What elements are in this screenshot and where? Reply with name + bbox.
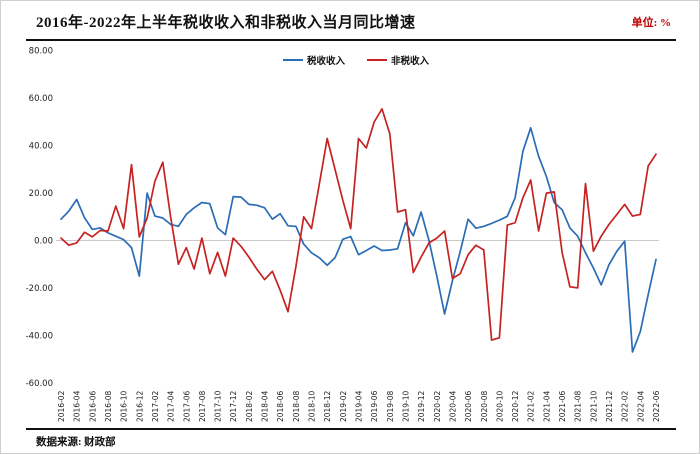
x-axis-tick-label: 2016-06 [88, 390, 97, 422]
x-axis-tick-label: 2019-10 [401, 390, 410, 422]
y-axis-tick-label: 20.00 [29, 189, 53, 199]
page-title: 2016年-2022年上半年税收收入和非税收入当月同比增速 [36, 15, 416, 31]
x-axis-tick-label: 2017-04 [167, 390, 176, 422]
x-axis-tick-label: 2020-06 [464, 390, 473, 422]
nontax-revenue-line-swatch [367, 59, 387, 61]
x-axis-tick-label: 2021-08 [574, 390, 583, 422]
x-axis-tick-label: 2016-08 [104, 390, 113, 422]
title-bar: 2016年-2022年上半年税收收入和非税收入当月同比增速 单位: % [1, 1, 699, 39]
x-axis-tick-label: 2017-12 [229, 390, 238, 422]
y-axis-tick-label: 0.00 [34, 237, 53, 247]
x-axis-tick-label: 2020-12 [511, 390, 520, 422]
unit-label: 单位: % [631, 17, 671, 29]
x-axis-tick-label: 2020-08 [480, 390, 489, 422]
x-axis-tick-label: 2017-08 [198, 390, 207, 422]
y-axis-tick-label: -60.00 [26, 379, 53, 389]
x-axis-tick-label: 2021-02 [527, 390, 536, 422]
x-axis-tick-label: 2021-06 [558, 390, 567, 422]
title-divider [26, 39, 676, 41]
x-axis-tick-label: 2017-10 [214, 390, 223, 422]
x-axis-tick-label: 2018-06 [276, 390, 285, 422]
x-axis-tick-label: 2020-04 [448, 390, 457, 422]
x-axis-tick-label: 2016-10 [120, 390, 129, 422]
x-axis-tick-label: 2019-04 [355, 390, 364, 422]
y-axis-tick-label: 80.00 [29, 47, 53, 57]
x-axis-tick-label: 2022-06 [652, 390, 661, 422]
x-axis-tick-label: 2019-02 [339, 390, 348, 422]
y-axis-tick-label: 40.00 [29, 142, 53, 152]
y-axis-tick-label: -20.00 [26, 284, 53, 294]
y-axis-tick-label: -40.00 [26, 331, 53, 341]
chart-legend: 税收收入 非税收入 [56, 53, 656, 67]
y-axis-tick-label: 60.00 [29, 94, 53, 104]
x-axis-tick-label: 2021-10 [589, 390, 598, 422]
x-axis-tick-label: 2017-06 [182, 390, 191, 422]
x-axis-tick-label: 2022-02 [621, 390, 630, 422]
x-axis-tick-label: 2017-02 [151, 390, 160, 422]
x-axis-tick-label: 2021-04 [542, 390, 551, 422]
x-axis-tick-label: 2020-10 [495, 390, 504, 422]
footer-divider [26, 428, 676, 430]
nontax-revenue-line [60, 108, 657, 341]
x-axis-tick-label: 2018-02 [245, 390, 254, 422]
x-axis-tick-label: 2018-04 [261, 390, 270, 422]
x-axis-tick-label: 2021-12 [605, 390, 614, 422]
x-axis-tick-label: 2019-12 [417, 390, 426, 422]
x-axis-tick-label: 2020-02 [433, 390, 442, 422]
x-axis-tick-label: 2018-08 [292, 390, 301, 422]
x-axis-tick-label: 2016-04 [73, 390, 82, 422]
x-axis-tick-label: 2018-10 [308, 390, 317, 422]
x-axis-tick-label: 2018-12 [323, 390, 332, 422]
legend-label: 税收收入 [306, 57, 345, 67]
x-axis-tick-label: 2016-02 [57, 390, 66, 422]
x-axis-tick-label: 2019-08 [386, 390, 395, 422]
x-axis-tick-label: 2016-12 [135, 390, 144, 422]
tax-revenue-line-swatch [282, 59, 303, 61]
x-axis-tick-label: 2022-04 [636, 390, 645, 422]
legend-item-nontax-revenue: 非税收入 [367, 53, 429, 67]
legend-item-tax-revenue: 税收收入 [282, 53, 345, 67]
data-source-label: 数据来源: 财政部 [36, 437, 116, 448]
tax-revenue-line [60, 126, 657, 353]
legend-label: 非税收入 [391, 57, 430, 67]
x-axis-tick-label: 2019-06 [370, 390, 379, 422]
